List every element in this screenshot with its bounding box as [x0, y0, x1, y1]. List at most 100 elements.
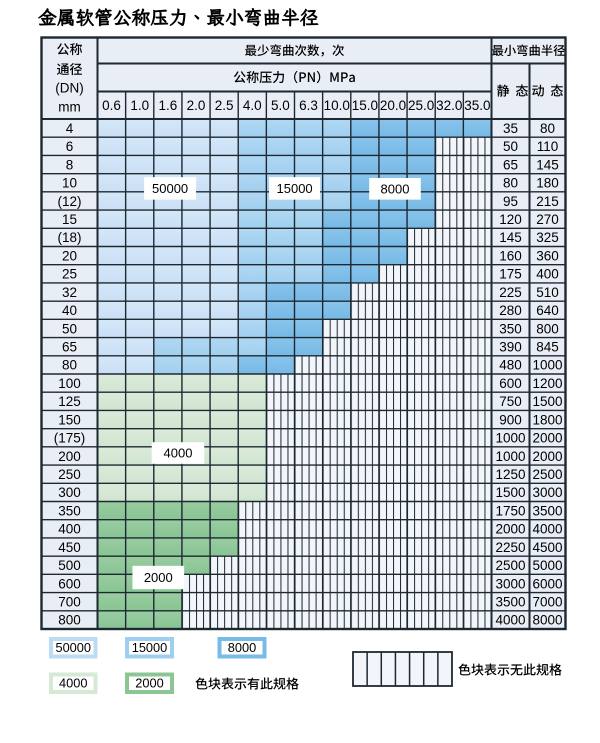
svg-text:750: 750 [499, 394, 522, 409]
svg-text:2500: 2500 [495, 558, 525, 573]
svg-text:360: 360 [536, 248, 559, 263]
svg-text:500: 500 [58, 558, 81, 573]
svg-text:145: 145 [536, 157, 559, 172]
svg-text:480: 480 [499, 358, 522, 373]
svg-text:7000: 7000 [532, 594, 562, 609]
svg-text:900: 900 [499, 412, 522, 427]
svg-text:450: 450 [58, 540, 81, 555]
svg-text:1500: 1500 [495, 485, 525, 500]
svg-text:50000: 50000 [152, 181, 188, 196]
svg-text:270: 270 [536, 212, 559, 227]
svg-text:8: 8 [66, 157, 74, 172]
svg-text:80: 80 [503, 176, 518, 191]
svg-text:100: 100 [58, 376, 81, 391]
svg-text:510: 510 [536, 285, 559, 300]
svg-text:4000: 4000 [164, 446, 193, 461]
svg-text:215: 215 [536, 194, 559, 209]
svg-text:150: 150 [58, 412, 81, 427]
svg-text:20.0: 20.0 [380, 98, 406, 113]
svg-text:400: 400 [58, 522, 81, 537]
svg-text:225: 225 [499, 285, 522, 300]
svg-text:2250: 2250 [495, 540, 525, 555]
svg-text:2.0: 2.0 [187, 98, 206, 113]
svg-text:6.3: 6.3 [299, 98, 318, 113]
svg-text:350: 350 [58, 503, 81, 518]
svg-text:32: 32 [62, 285, 77, 300]
svg-text:1000: 1000 [495, 431, 525, 446]
svg-text:4000: 4000 [532, 522, 562, 537]
svg-text:80: 80 [62, 358, 77, 373]
svg-text:250: 250 [58, 467, 81, 482]
svg-text:25.0: 25.0 [408, 98, 434, 113]
svg-text:5.0: 5.0 [271, 98, 290, 113]
svg-text:2000: 2000 [532, 449, 562, 464]
svg-text:390: 390 [499, 339, 522, 354]
svg-text:1000: 1000 [495, 449, 525, 464]
svg-text:2000: 2000 [135, 676, 163, 691]
svg-text:6: 6 [66, 139, 74, 154]
svg-text:15000: 15000 [132, 640, 168, 655]
svg-text:4.0: 4.0 [243, 98, 262, 113]
svg-text:1500: 1500 [532, 394, 562, 409]
svg-text:50000: 50000 [55, 640, 91, 655]
svg-text:1000: 1000 [532, 358, 562, 373]
svg-text:640: 640 [536, 303, 559, 318]
svg-text:10: 10 [62, 176, 77, 191]
svg-text:325: 325 [536, 230, 559, 245]
svg-text:80: 80 [540, 121, 555, 136]
svg-text:4500: 4500 [532, 540, 562, 555]
svg-text:2.5: 2.5 [215, 98, 234, 113]
svg-text:(DN): (DN) [55, 81, 84, 96]
svg-text:175: 175 [499, 267, 522, 282]
svg-text:2000: 2000 [144, 570, 173, 585]
svg-text:1250: 1250 [495, 467, 525, 482]
svg-text:120: 120 [499, 212, 522, 227]
svg-text:32.0: 32.0 [436, 98, 462, 113]
svg-text:145: 145 [499, 230, 522, 245]
svg-text:1.6: 1.6 [158, 98, 177, 113]
svg-text:160: 160 [499, 248, 522, 263]
svg-text:15.0: 15.0 [352, 98, 378, 113]
svg-text:5000: 5000 [532, 558, 562, 573]
svg-text:600: 600 [58, 576, 81, 591]
svg-text:125: 125 [58, 394, 81, 409]
svg-text:800: 800 [58, 613, 81, 628]
svg-text:845: 845 [536, 339, 559, 354]
svg-text:6000: 6000 [532, 576, 562, 591]
svg-text:3500: 3500 [532, 503, 562, 518]
svg-text:mm: mm [58, 100, 81, 115]
svg-text:2000: 2000 [532, 431, 562, 446]
svg-text:3500: 3500 [495, 594, 525, 609]
svg-text:600: 600 [499, 376, 522, 391]
svg-text:800: 800 [536, 321, 559, 336]
svg-text:(12): (12) [57, 194, 81, 209]
svg-text:1800: 1800 [532, 412, 562, 427]
svg-text:8000: 8000 [228, 640, 256, 655]
svg-text:65: 65 [503, 157, 518, 172]
svg-text:1.0: 1.0 [130, 98, 149, 113]
svg-text:4000: 4000 [59, 676, 87, 691]
svg-text:20: 20 [62, 248, 77, 263]
svg-text:4000: 4000 [495, 613, 525, 628]
svg-text:25: 25 [62, 267, 77, 282]
svg-text:50: 50 [62, 321, 77, 336]
svg-text:280: 280 [499, 303, 522, 318]
svg-text:1200: 1200 [532, 376, 562, 391]
svg-text:2000: 2000 [495, 522, 525, 537]
svg-text:200: 200 [58, 449, 81, 464]
svg-text:300: 300 [58, 485, 81, 500]
svg-text:40: 40 [62, 303, 77, 318]
svg-text:1750: 1750 [495, 503, 525, 518]
svg-text:8000: 8000 [381, 181, 410, 196]
svg-text:350: 350 [499, 321, 522, 336]
svg-text:65: 65 [62, 339, 77, 354]
svg-text:700: 700 [58, 594, 81, 609]
svg-text:400: 400 [536, 267, 559, 282]
svg-text:15: 15 [62, 212, 77, 227]
svg-text:(18): (18) [57, 230, 81, 245]
svg-text:0.6: 0.6 [102, 98, 121, 113]
svg-text:2500: 2500 [532, 467, 562, 482]
svg-text:95: 95 [503, 194, 518, 209]
svg-text:10.0: 10.0 [324, 98, 350, 113]
svg-text:110: 110 [537, 139, 559, 154]
